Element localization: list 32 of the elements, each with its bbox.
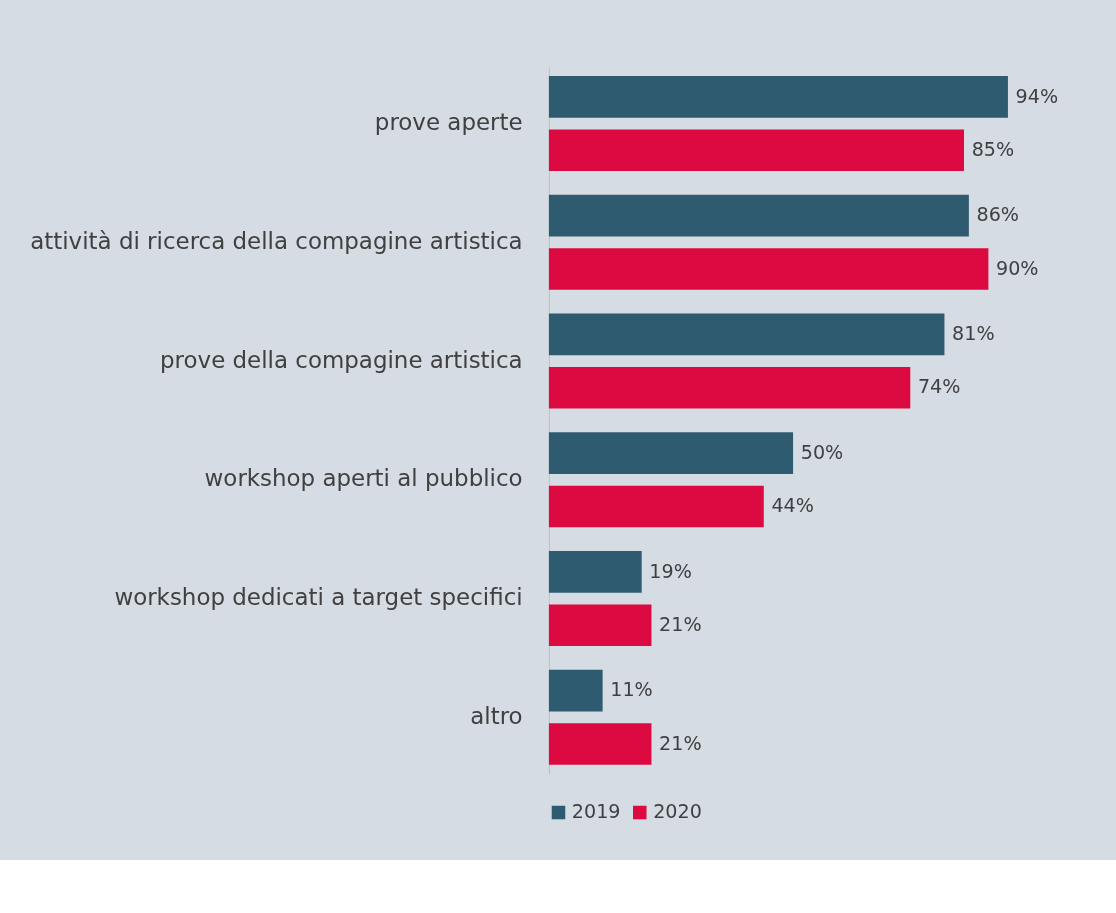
data-label: 11% [610, 678, 653, 702]
data-label: 81% [952, 322, 995, 346]
y-tick-label: altro [470, 702, 523, 729]
y-tick-label: workshop dedicati a target specifici [114, 584, 523, 611]
y-tick-label: prove aperte [374, 109, 523, 136]
data-label: 21% [659, 731, 702, 755]
bar [548, 604, 652, 647]
bar [548, 669, 603, 712]
data-label: 86% [976, 203, 1020, 227]
data-label: 94% [1015, 84, 1059, 108]
legend-label: 2020 [653, 800, 702, 824]
bar [548, 485, 764, 528]
y-tick-label: prove della compagine artistica [160, 346, 523, 373]
y-tick-label: attività di ricerca della compagine artistica [30, 228, 523, 255]
bar [548, 248, 989, 290]
data-label: 44% [771, 494, 814, 518]
bar [548, 76, 1008, 118]
data-label: 90% [996, 256, 1039, 280]
data-label: 21% [659, 612, 702, 636]
bar [548, 129, 964, 172]
bar [548, 432, 794, 474]
data-label: 50% [800, 440, 844, 464]
legend-label: 2019 [571, 800, 621, 824]
y-tick-label: workshop aperti al pubblico [204, 465, 523, 492]
bar [548, 194, 969, 237]
data-label: 85% [971, 138, 1015, 162]
bar [548, 366, 911, 409]
bar [548, 723, 652, 765]
data-label: 74% [917, 375, 961, 399]
bar [548, 313, 945, 356]
bar [548, 551, 642, 593]
data-label: 19% [649, 559, 692, 583]
